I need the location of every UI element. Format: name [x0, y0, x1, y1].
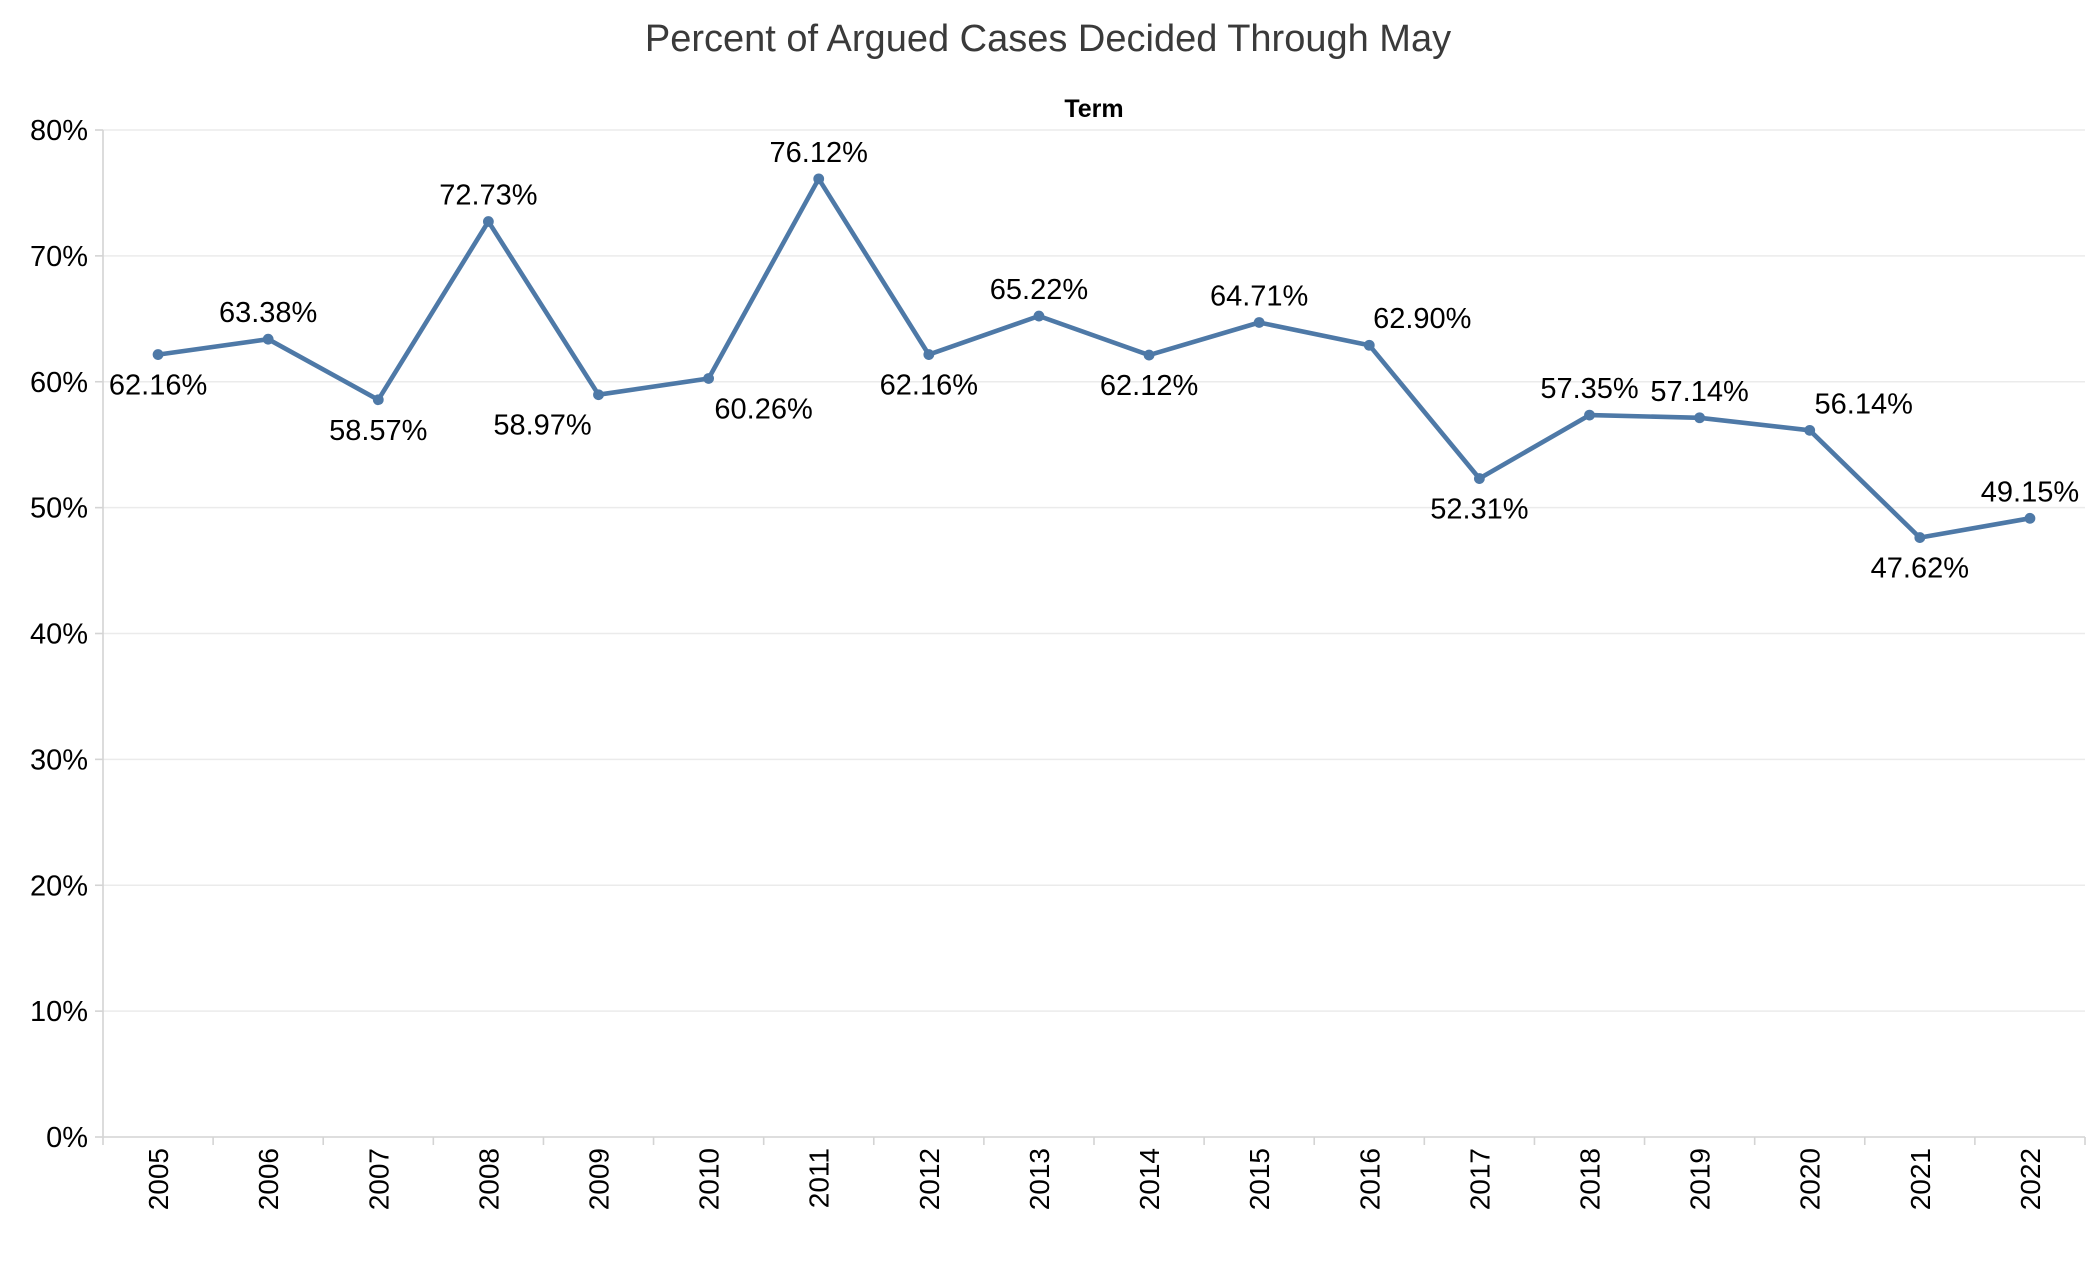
- data-point-marker[interactable]: [1363, 339, 1375, 351]
- data-point-marker[interactable]: [152, 349, 164, 360]
- data-point-label: 57.14%: [1650, 376, 1748, 408]
- x-tick-label: 2005: [143, 1148, 174, 1210]
- x-tick-label: 2018: [1575, 1148, 1606, 1210]
- x-tick-label: 2021: [1905, 1148, 1936, 1210]
- data-point-label: 49.15%: [1981, 476, 2079, 508]
- x-tick-label: 2008: [473, 1148, 504, 1210]
- data-point-label: 58.97%: [493, 410, 591, 442]
- data-point-label: 62.12%: [1100, 370, 1198, 402]
- data-point-marker[interactable]: [372, 394, 384, 406]
- data-point-marker[interactable]: [2024, 512, 2036, 524]
- data-point-marker[interactable]: [813, 173, 825, 185]
- series-line: [155, 176, 2033, 540]
- x-tick-label: 2017: [1464, 1148, 1495, 1210]
- data-point-label: 64.71%: [1210, 280, 1308, 312]
- data-point-marker[interactable]: [1914, 532, 1926, 543]
- data-point-marker[interactable]: [1584, 409, 1595, 421]
- data-point-label: 62.16%: [880, 370, 978, 402]
- x-tick-label: 2019: [1685, 1148, 1716, 1210]
- data-point-marker[interactable]: [703, 373, 715, 384]
- y-tick-label: 10%: [30, 996, 88, 1028]
- x-tick-label: 2006: [253, 1148, 284, 1210]
- data-point-label: 56.14%: [1815, 388, 1913, 420]
- data-point-label: 65.22%: [990, 274, 1088, 306]
- x-tick-label: 2020: [1795, 1148, 1826, 1210]
- data-point-label: 52.31%: [1430, 494, 1528, 526]
- x-tick-label: 2009: [584, 1148, 615, 1210]
- x-tick-label: 2012: [914, 1148, 945, 1210]
- y-tick-label: 50%: [30, 493, 88, 525]
- x-tick-label: 2014: [1134, 1148, 1165, 1210]
- data-point-marker[interactable]: [482, 216, 494, 227]
- y-tick-label: 70%: [30, 241, 88, 273]
- x-tick-label: 2007: [363, 1148, 394, 1210]
- data-point-label: 62.16%: [109, 370, 207, 402]
- x-tick-label: 2010: [694, 1148, 725, 1210]
- x-tick-label: 2013: [1024, 1148, 1055, 1210]
- data-point-marker[interactable]: [923, 349, 935, 360]
- x-tick-label: 2016: [1354, 1148, 1385, 1210]
- data-point-label: 63.38%: [219, 297, 317, 329]
- chart-title: Percent of Argued Cases Decided Through …: [644, 18, 1452, 60]
- data-point-label: 57.35%: [1540, 373, 1638, 405]
- x-axis-title: Term: [1064, 95, 1124, 123]
- data-point-label: 76.12%: [770, 137, 868, 169]
- x-tick-label: 2022: [2015, 1148, 2046, 1210]
- data-point-label: 60.26%: [714, 393, 812, 425]
- data-point-label: 72.73%: [439, 180, 537, 212]
- x-tick-label: 2015: [1244, 1148, 1275, 1210]
- data-point-label: 58.57%: [329, 415, 427, 447]
- data-point-marker[interactable]: [593, 389, 604, 401]
- y-tick-label: 40%: [30, 619, 88, 651]
- y-tick-label: 20%: [30, 870, 88, 902]
- data-point-marker[interactable]: [1473, 473, 1485, 484]
- y-tick-label: 30%: [30, 744, 88, 776]
- y-tick-label: 80%: [30, 115, 88, 147]
- data-point-label: 62.90%: [1373, 303, 1471, 335]
- data-point-marker[interactable]: [1694, 412, 1706, 424]
- x-tick-label: 2011: [804, 1148, 835, 1208]
- data-point-marker[interactable]: [1143, 349, 1155, 361]
- data-point-label: 47.62%: [1871, 553, 1969, 585]
- y-tick-label: 0%: [46, 1122, 88, 1154]
- data-point-marker[interactable]: [262, 333, 274, 345]
- data-point-marker[interactable]: [1804, 424, 1816, 436]
- data-point-marker[interactable]: [1253, 317, 1265, 328]
- y-tick-label: 60%: [30, 367, 88, 399]
- data-point-marker[interactable]: [1033, 310, 1045, 322]
